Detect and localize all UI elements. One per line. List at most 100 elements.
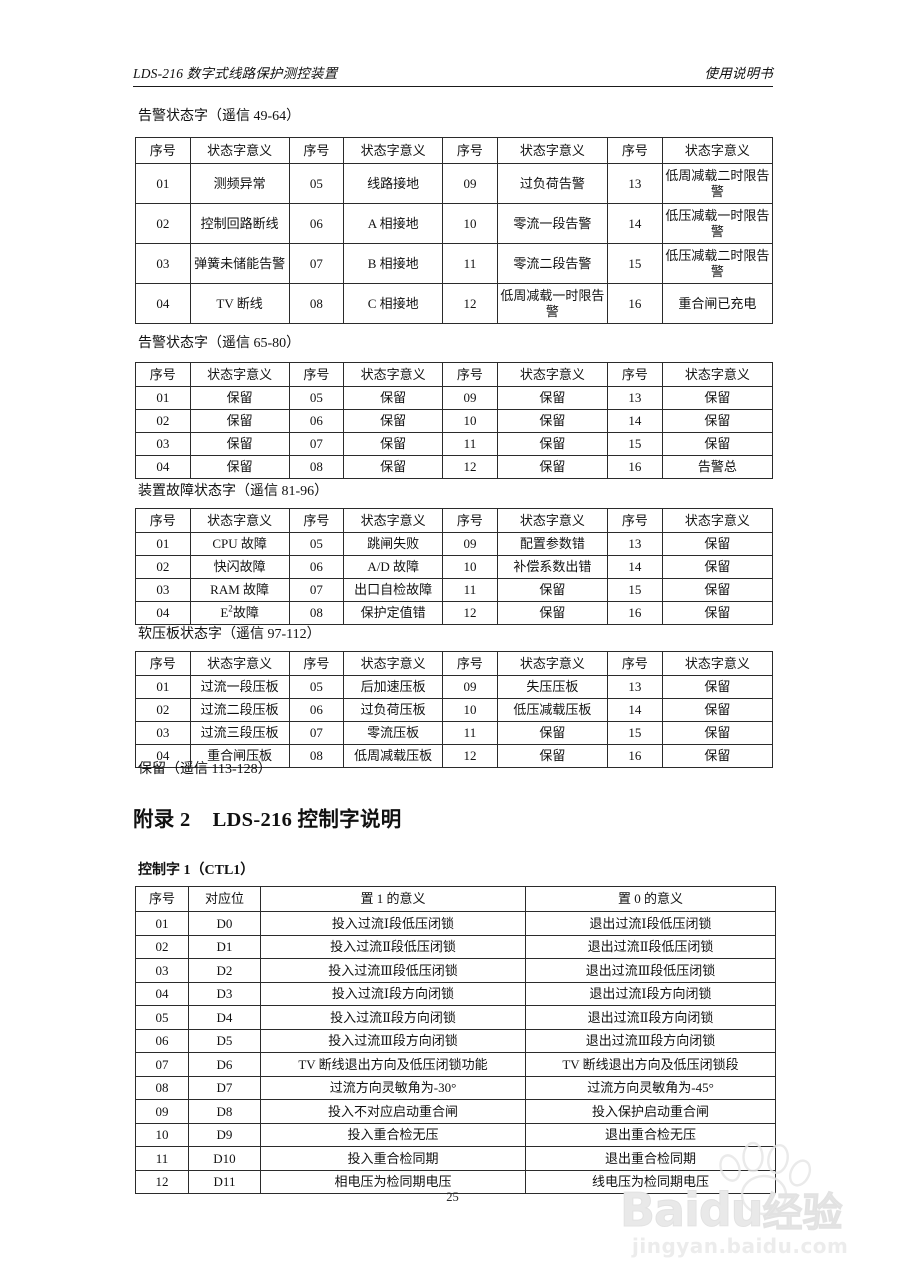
- table-cell: 11: [442, 578, 498, 602]
- column-header: 状态字意义: [189, 508, 290, 533]
- table-cell: TV 断线: [189, 283, 290, 324]
- table-cell: 02: [135, 698, 191, 722]
- table-cell: 16: [607, 744, 663, 768]
- column-header: 状态字意义: [496, 651, 609, 676]
- table-cell: 02: [135, 934, 189, 959]
- table-cell: 06: [288, 409, 345, 433]
- table-cell: 退出过流Ⅰ段低压闭锁: [525, 911, 776, 936]
- table-cell: 出口自检故障: [343, 578, 444, 602]
- table-cell: 13: [607, 532, 663, 556]
- table-cell: 08: [288, 455, 345, 479]
- table-cell: 过负荷告警: [496, 163, 609, 204]
- table-cell: 跳闸失败: [343, 532, 444, 556]
- table-cell: 04: [135, 455, 191, 479]
- table-cell: 07: [288, 243, 345, 284]
- table-cell: 04: [135, 601, 191, 625]
- table-cell-e-squared-fault: E2故障: [189, 601, 290, 625]
- table-cell: 保留: [661, 601, 774, 625]
- column-header: 置 0 的意义: [525, 886, 776, 912]
- appendix-label: 附录 2: [133, 809, 191, 831]
- table-cell: 低压减载一时限告警: [661, 203, 774, 244]
- table-cell: 保留: [189, 432, 290, 456]
- table-row: 10 D9 投入重合检无压 退出重合检无压: [135, 1122, 776, 1147]
- column-header: 状态字意义: [661, 362, 774, 387]
- table-cell: 11: [442, 243, 498, 284]
- column-header: 状态字意义: [343, 137, 444, 164]
- column-header: 状态字意义: [343, 651, 444, 676]
- table-cell: 保留: [661, 386, 774, 410]
- table-cell: 过流二段压板: [189, 698, 290, 722]
- table-cell: 03: [135, 721, 191, 745]
- column-header: 序号: [288, 508, 345, 533]
- table-cell: 13: [607, 163, 663, 204]
- table-cell: 14: [607, 203, 663, 244]
- table-cell: 10: [442, 203, 498, 244]
- table-row: 02 快闪故障 06 A/D 故障 10 补偿系数出错 14 保留: [135, 555, 774, 579]
- table-cell: 过流方向灵敏角为-30°: [260, 1075, 526, 1100]
- table-device-fault-81-96: 序号 状态字意义 序号 状态字意义 序号 状态字意义 序号 状态字意义 01 C…: [135, 508, 774, 625]
- table-cell: 保留: [661, 409, 774, 433]
- table-cell: 01: [135, 675, 191, 699]
- table-cell: 03: [135, 243, 191, 284]
- table-cell: 快闪故障: [189, 555, 290, 579]
- table-cell: 07: [288, 432, 345, 456]
- table-cell: 零流二段告警: [496, 243, 609, 284]
- table-cell: 投入过流Ⅲ段低压闭锁: [260, 958, 526, 983]
- page-number: 25: [446, 1190, 459, 1204]
- table-row: 01 测频异常 05 线路接地 09 过负荷告警 13 低周减载二时限告警: [135, 163, 774, 204]
- table-cell: 12: [442, 601, 498, 625]
- e-base: E: [220, 605, 229, 621]
- table-header-row: 序号 对应位 置 1 的意义 置 0 的意义: [135, 886, 776, 912]
- table-cell: 低周减载二时限告警: [661, 163, 774, 204]
- table-row: 04 保留 08 保留 12 保留 16 告警总: [135, 455, 774, 479]
- table-cell: 07: [288, 721, 345, 745]
- table-cell: 06: [288, 203, 345, 244]
- table-cell: 12: [442, 455, 498, 479]
- table-cell: 02: [135, 203, 191, 244]
- table-cell: 保留: [661, 721, 774, 745]
- table-row: 04 D3 投入过流Ⅰ段方向闭锁 退出过流Ⅰ段方向闭锁: [135, 981, 776, 1006]
- column-header: 序号: [442, 651, 498, 676]
- table-row: 01 过流一段压板 05 后加速压板 09 失压压板 13 保留: [135, 675, 774, 699]
- table-cell: 10: [135, 1122, 189, 1147]
- table-cell: 01: [135, 386, 191, 410]
- table-cell: 10: [442, 698, 498, 722]
- table-cell: 保留: [496, 432, 609, 456]
- table-cell: 测频异常: [189, 163, 290, 204]
- caption-reserved-113-128: 保留（遥信 113-128）: [138, 762, 272, 777]
- table-cell: 12: [135, 1169, 189, 1194]
- table-cell: 保留: [496, 455, 609, 479]
- table-row: 03 过流三段压板 07 零流压板 11 保留 15 保留: [135, 721, 774, 745]
- table-cell: 退出重合检无压: [525, 1122, 776, 1147]
- table-cell: 15: [607, 721, 663, 745]
- caption-alarm-49-64: 告警状态字（遥信 49-64）: [138, 109, 301, 124]
- column-header: 状态字意义: [496, 508, 609, 533]
- table-header-row: 序号 状态字意义 序号 状态字意义 序号 状态字意义 序号 状态字意义: [135, 651, 774, 676]
- table-cell: TV 断线退出方向及低压闭锁段: [525, 1052, 776, 1077]
- table-cell: 保留: [343, 432, 444, 456]
- table-row: 08 D7 过流方向灵敏角为-30° 过流方向灵敏角为-45°: [135, 1075, 776, 1100]
- table-cell: 退出重合检同期: [525, 1146, 776, 1171]
- table-cell: 10: [442, 555, 498, 579]
- table-cell: 15: [607, 578, 663, 602]
- table-row: 01 CPU 故障 05 跳闸失败 09 配置参数错 13 保留: [135, 532, 774, 556]
- column-header: 序号: [135, 508, 191, 533]
- table-cell: 09: [442, 386, 498, 410]
- table-cell: 16: [607, 283, 663, 324]
- table-cell: 16: [607, 601, 663, 625]
- table-cell: 保护定值错: [343, 601, 444, 625]
- table-cell: 15: [607, 432, 663, 456]
- table-cell: D11: [188, 1169, 261, 1194]
- table-cell: 告警总: [661, 455, 774, 479]
- running-header-left: LDS-216 数字式线路保护测控装置: [133, 66, 338, 81]
- table-row: 11 D10 投入重合检同期 退出重合检同期: [135, 1146, 776, 1171]
- table-cell: 过流方向灵敏角为-45°: [525, 1075, 776, 1100]
- table-cell: 退出过流Ⅲ段低压闭锁: [525, 958, 776, 983]
- table-cell: 09: [442, 532, 498, 556]
- table-cell: 05: [288, 532, 345, 556]
- table-cell: 低周减载压板: [343, 744, 444, 768]
- column-header: 状态字意义: [343, 362, 444, 387]
- table-cell: 04: [135, 744, 191, 768]
- column-header: 状态字意义: [496, 137, 609, 164]
